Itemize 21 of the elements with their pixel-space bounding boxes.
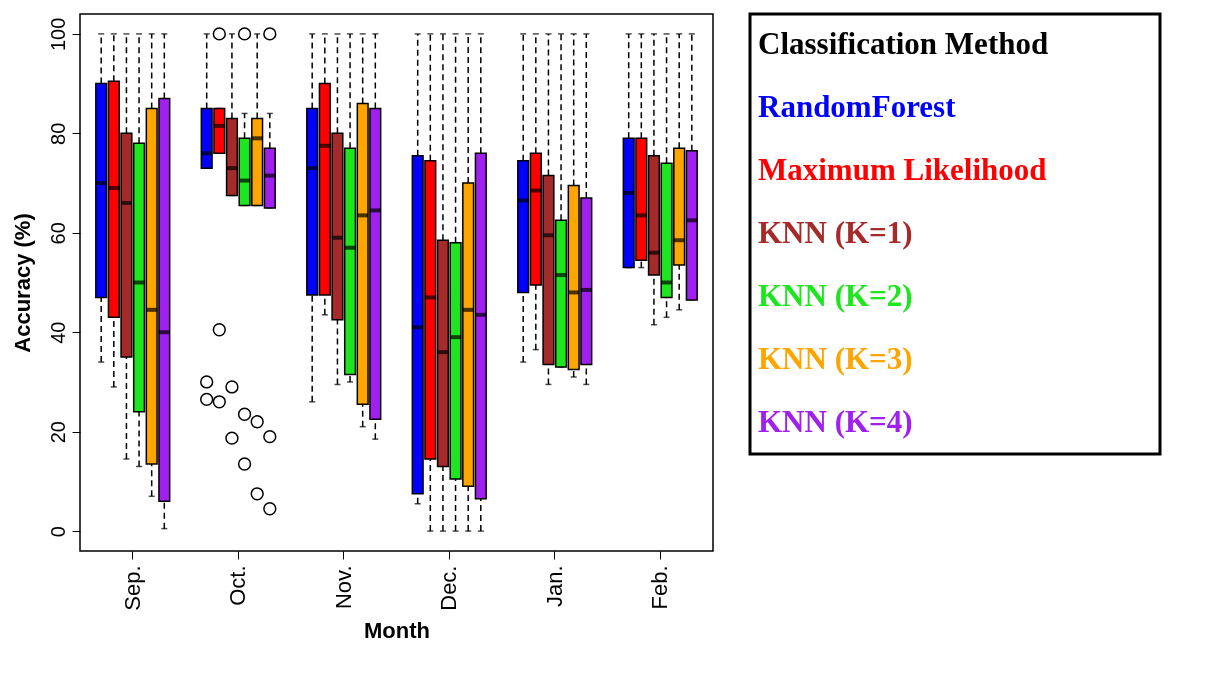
x-tick-label: Oct. — [225, 565, 251, 606]
text: KNN (K=3) — [758, 340, 913, 376]
y-tick-label: 60 — [46, 222, 69, 245]
x-tick-label: Nov. — [330, 565, 356, 610]
text: KNN (K=4) — [758, 403, 913, 439]
x-tick-label: Sep. — [119, 565, 145, 611]
x-tick-label: Jan. — [541, 565, 567, 608]
y-tick-label: 0 — [46, 526, 69, 538]
text: RandomForest — [758, 89, 957, 125]
x-tick-label: Feb. — [647, 565, 673, 610]
x-tick-label: Dec. — [436, 565, 462, 611]
y-tick-label: 40 — [46, 321, 69, 344]
text: KNN (K=2) — [758, 277, 913, 313]
text: Maximum Likelihood — [758, 152, 1047, 188]
text: KNN (K=1) — [758, 215, 913, 250]
y-axis-title: Accuracy (%) — [9, 213, 35, 353]
y-tick-label: 80 — [46, 122, 69, 145]
y-tick-label: 100 — [46, 17, 69, 52]
x-axis-title: Month — [364, 617, 430, 643]
legend-title: Classification Method — [758, 26, 1049, 62]
y-tick-label: 20 — [46, 421, 69, 444]
